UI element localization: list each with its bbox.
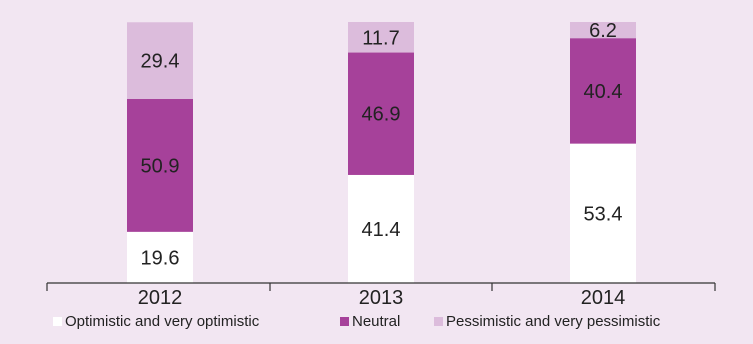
bar-2014-series-0 (570, 143, 636, 283)
bar-2013-series-0 (348, 174, 414, 283)
data-label-2014-series-2: 6.2 (589, 20, 617, 42)
data-label-2012-series-0: 19.6 (141, 247, 180, 269)
x-tick-label-2012: 2012 (138, 287, 183, 309)
bar-2014-series-1 (570, 38, 636, 144)
bar-2014-series-2 (570, 22, 636, 39)
legend-label-1: Neutral (352, 313, 400, 330)
bars-group (127, 22, 636, 283)
legend-label-2: Pessimistic and very pessimistic (446, 313, 661, 330)
legend-swatch-0 (53, 317, 62, 326)
data-label-2012-series-1: 50.9 (141, 155, 180, 177)
bar-2013-series-1 (348, 52, 414, 175)
data-label-2014-series-1: 40.4 (584, 81, 623, 103)
value-labels-group: 19.6 50.9 29.4 41.4 46.9 11.7 53.4 40.4 6.2 (141, 20, 623, 269)
bar-2012-series-0 (127, 231, 193, 283)
bar-2012-series-1 (127, 98, 193, 232)
data-label-2013-series-0: 41.4 (362, 219, 401, 241)
legend-swatch-1 (340, 317, 349, 326)
x-tick-label-2014: 2014 (581, 287, 626, 309)
legend-swatch-2 (434, 317, 443, 326)
data-label-2012-series-2: 29.4 (141, 51, 180, 73)
legend: Optimistic and very optimistic Neutral Pes… (53, 313, 661, 330)
data-label-2013-series-1: 46.9 (362, 104, 401, 126)
x-tick-label-2013: 2013 (359, 287, 404, 309)
x-axis: 2012 2013 2014 (46, 282, 716, 309)
data-label-2014-series-0: 53.4 (584, 203, 623, 225)
bar-2013-series-2 (348, 22, 414, 53)
bar-2012-series-2 (127, 22, 193, 99)
data-label-2013-series-2: 11.7 (362, 27, 399, 49)
legend-label-0: Optimistic and very optimistic (65, 313, 260, 330)
